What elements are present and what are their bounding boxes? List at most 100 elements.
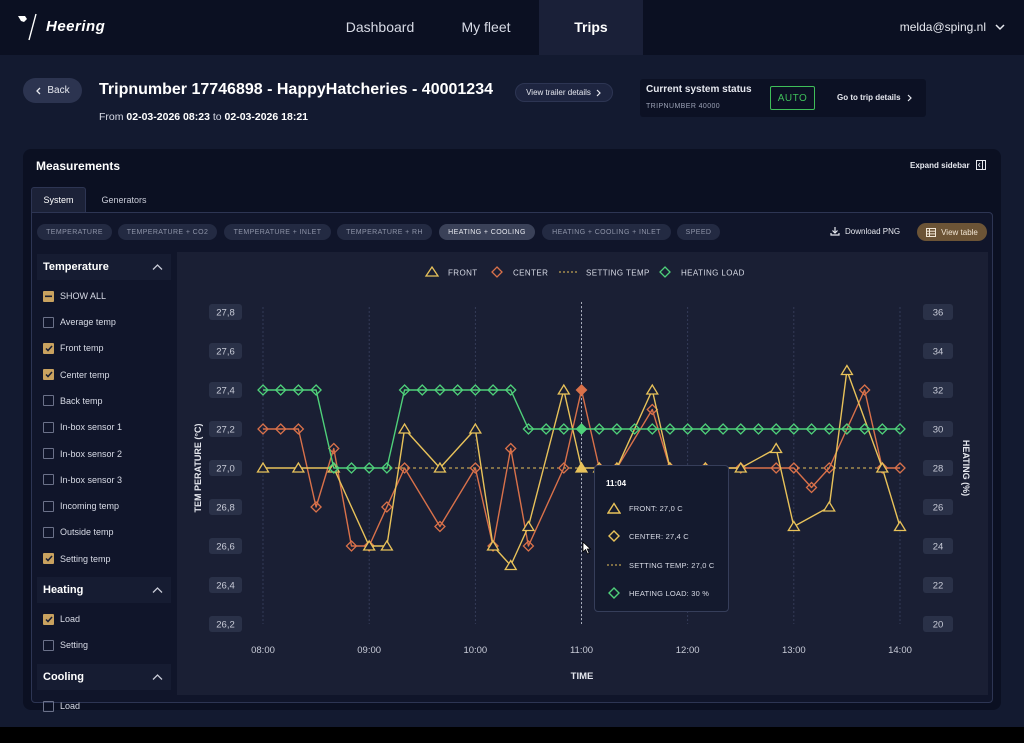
- chip-heating-cooling-inlet[interactable]: HEATING + COOLING + INLET: [542, 224, 671, 240]
- chevron-up-icon: [152, 264, 163, 270]
- checkbox-label: In-box sensor 3: [60, 474, 123, 485]
- cooling-section-header[interactable]: Cooling: [37, 664, 171, 690]
- series-heating-load-point: [787, 423, 800, 435]
- series-heating-load-point: [752, 423, 765, 435]
- go-to-trip-details-link[interactable]: Go to trip details: [837, 93, 913, 102]
- bird-logo-icon: [18, 13, 37, 41]
- y-left-tick-box: [209, 421, 242, 437]
- chevron-right-icon: [596, 89, 601, 96]
- checkbox-empty-icon: [43, 526, 54, 538]
- y-right-tick-box: [923, 421, 953, 437]
- chip-temperature-inlet[interactable]: TEMPERATURE + INLET: [224, 224, 331, 240]
- series-center-point: [876, 462, 889, 474]
- y-left-tick-label: 27,6: [216, 347, 235, 358]
- checkbox-checked-icon: [43, 553, 54, 565]
- series-center-point: [894, 462, 906, 474]
- checkbox-checked-icon: [43, 342, 54, 354]
- checkbox-front-temp[interactable]: Front temp: [43, 339, 104, 357]
- series-heating-load-point: [699, 423, 712, 435]
- checkbox-in-box-sensor-3[interactable]: In-box sensor 3: [43, 471, 122, 489]
- tab-generators[interactable]: Generators: [101, 194, 147, 205]
- tooltip-heating-value: HEATING LOAD: 30 %: [629, 588, 710, 598]
- checkbox-center-temp[interactable]: Center temp: [43, 366, 110, 384]
- series-heating-load-point: [416, 384, 429, 396]
- chart-tooltip: 11:04 FRONT: 27,0 C CENTER: 27,4 C SETTI…: [594, 465, 729, 612]
- bottom-strip: [0, 727, 1024, 743]
- y-right-tick-label: 36: [933, 308, 944, 319]
- view-trailer-details-button[interactable]: View trailer details: [515, 83, 613, 102]
- series-center-point: [575, 384, 588, 396]
- status-tripnumber: TRIPNUMBER 40000: [646, 103, 721, 110]
- checkbox-in-box-sensor-1[interactable]: In-box sensor 1: [43, 418, 122, 436]
- status-badge: AUTO: [770, 86, 815, 110]
- series-heating-load-point: [610, 423, 623, 435]
- checkbox-setting-temp[interactable]: Setting temp: [43, 550, 111, 568]
- download-png-button[interactable]: Download PNG: [830, 226, 900, 236]
- nav-dashboard[interactable]: Dashboard: [345, 19, 415, 35]
- y-right-tick-label: 30: [933, 425, 944, 436]
- series-center-point: [434, 520, 446, 533]
- user-menu[interactable]: melda@sping.nl: [899, 20, 986, 34]
- expand-sidebar-button[interactable]: Expand sidebar: [910, 160, 986, 170]
- chip-temperature[interactable]: TEMPERATURE: [37, 224, 112, 240]
- tooltip-row-front: FRONT: 27,0 C: [607, 502, 683, 514]
- legend-setting-temp-label: SETTING TEMP: [586, 269, 650, 278]
- nav-my-fleet[interactable]: My fleet: [461, 19, 511, 35]
- checkbox-load[interactable]: Load: [43, 697, 80, 715]
- series-center-point: [345, 540, 358, 552]
- back-label: Back: [47, 85, 70, 96]
- checkbox-in-box-sensor-2[interactable]: In-box sensor 2: [43, 445, 122, 463]
- period-from-label: From: [99, 111, 124, 123]
- series-heating-load-point: [292, 384, 305, 396]
- tooltip-setting-value: SETTING TEMP: 27,0 C: [629, 560, 715, 570]
- checkbox-outside-temp[interactable]: Outside temp: [43, 523, 114, 541]
- triangle-marker-icon: [607, 502, 621, 514]
- series-heating-load-point: [717, 423, 729, 435]
- series-heating-load-point: [310, 384, 323, 396]
- chip-temperature-co2[interactable]: TEMPERATURE + CO2: [118, 224, 217, 240]
- chevron-down-icon[interactable]: [994, 21, 1006, 33]
- logo[interactable]: Heering: [16, 10, 105, 42]
- series-front-point: [822, 500, 836, 512]
- legend-front-marker: [424, 265, 440, 277]
- checkbox-average-temp[interactable]: Average temp: [43, 313, 116, 331]
- tab-system[interactable]: System: [31, 187, 86, 212]
- legend-center-marker: [491, 266, 503, 278]
- checkbox-label: Average temp: [60, 317, 116, 327]
- series-center-point: [469, 462, 482, 474]
- y-right-tick-box: [923, 499, 953, 515]
- sidebar-toggle-icon: [975, 160, 986, 170]
- view-table-button[interactable]: View table: [917, 223, 987, 241]
- chip-speed[interactable]: SPEED: [677, 224, 720, 240]
- checkbox-setting[interactable]: Setting: [43, 636, 88, 654]
- y-right-tick-label: 32: [933, 386, 944, 397]
- chip-temperature-rh[interactable]: TEMPERATURE + RH: [337, 224, 432, 240]
- chip-heating-cooling[interactable]: HEATING + COOLING: [439, 224, 535, 240]
- series-heating-load-point: [823, 423, 836, 435]
- heating-section-header[interactable]: Heating: [37, 577, 171, 603]
- checkbox-show-all[interactable]: SHOW ALL: [43, 287, 106, 305]
- y-left-tick-label: 27,2: [216, 425, 235, 436]
- temperature-section-title: Temperature: [43, 261, 109, 273]
- checkbox-back-temp[interactable]: Back temp: [43, 392, 103, 410]
- back-button[interactable]: Back: [23, 78, 82, 103]
- series-heating-load-point: [664, 423, 676, 435]
- measurements-chart[interactable]: 08:00 09:00 10:00 11:00 12:00 13:00 14:00 27,8 2…: [177, 252, 988, 695]
- tooltip-row-heating: HEATING LOAD: 30 %: [607, 587, 709, 599]
- checkbox-incoming-temp[interactable]: Incoming temp: [43, 497, 119, 515]
- checkbox-indeterminate-icon: [43, 290, 54, 302]
- nav-trips[interactable]: Trips: [539, 0, 643, 55]
- series-front-point: [468, 422, 482, 434]
- x-tick-label: 09:00: [357, 645, 381, 656]
- series-front-point: [787, 520, 801, 532]
- checkbox-load[interactable]: Load: [43, 610, 80, 628]
- series-center-point: [522, 540, 535, 552]
- series-heating-load-point: [257, 384, 269, 396]
- system-status-card: Current system status TRIPNUMBER 40000 A…: [640, 79, 926, 117]
- temperature-section-header[interactable]: Temperature: [37, 254, 171, 280]
- x-tick-label: 10:00: [463, 645, 487, 656]
- tooltip-center-value: CENTER: 27,4 C: [629, 531, 689, 541]
- series-heating-load-point: [557, 423, 570, 435]
- y-right-tick-label: 20: [933, 620, 944, 631]
- heating-section-title: Heating: [43, 584, 84, 596]
